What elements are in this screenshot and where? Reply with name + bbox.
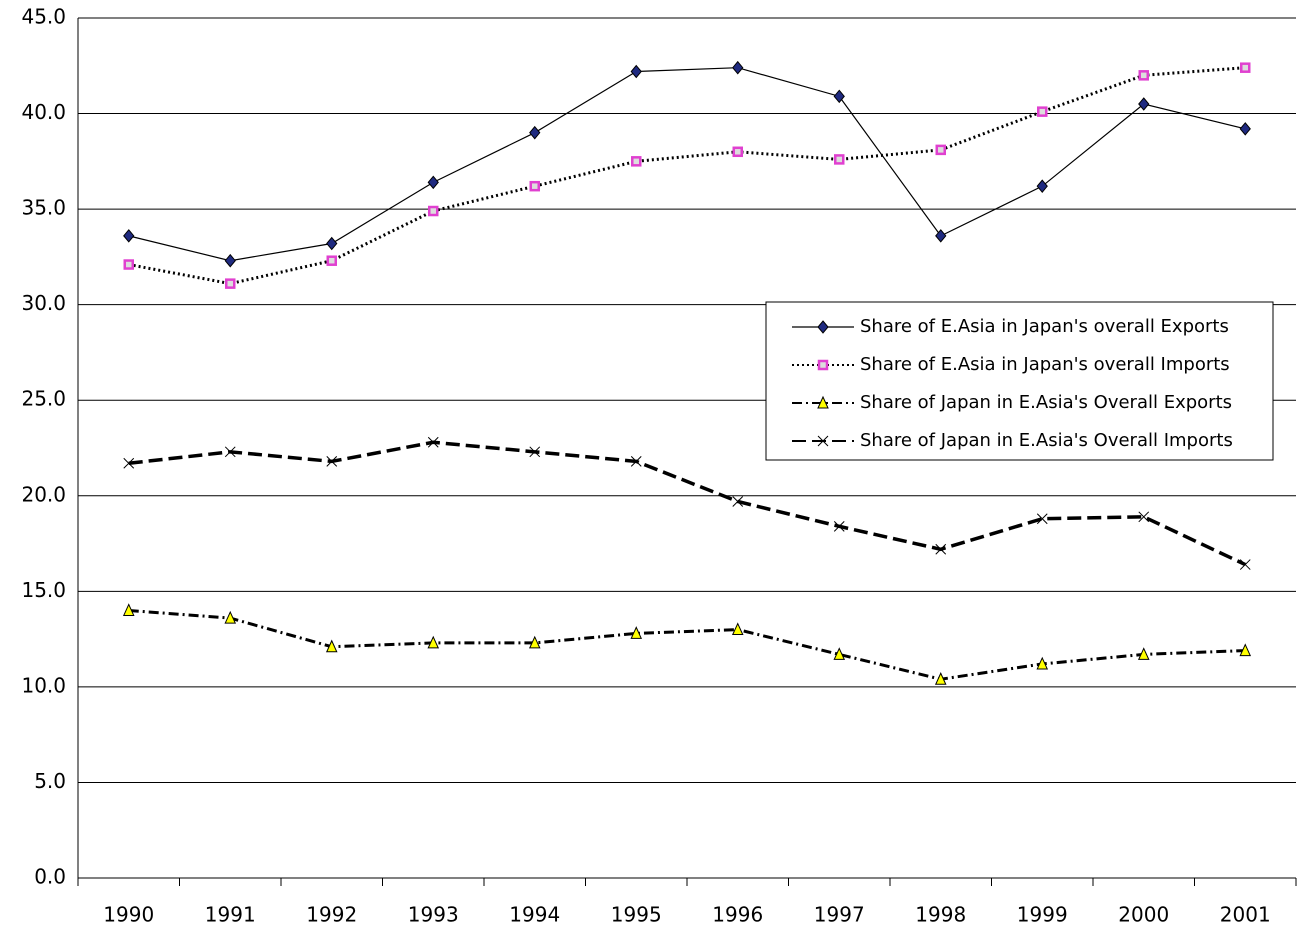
x-tick-label: 1995 [611, 903, 662, 927]
series-line [128, 440, 1246, 567]
data-point [326, 456, 338, 467]
data-point [225, 278, 236, 289]
data-point [122, 603, 135, 616]
data-point [224, 446, 236, 458]
x-tick-label: 1992 [306, 903, 357, 927]
legend-marker [817, 320, 829, 334]
data-point [630, 456, 642, 467]
data-point [529, 180, 540, 192]
data-point [123, 259, 134, 270]
data-point [529, 446, 541, 458]
data-point [631, 156, 642, 167]
data-point [428, 205, 439, 217]
data-point [732, 146, 743, 158]
data-point [1138, 97, 1150, 111]
x-tick-label: 1990 [103, 903, 154, 927]
x-tick-label: 1999 [1017, 903, 1068, 927]
data-point [427, 436, 439, 448]
legend [765, 301, 1274, 461]
data-point [1036, 179, 1048, 193]
y-tick-label: 0.0 [34, 865, 66, 889]
legend-label: Share of E.Asia in Japan's overall Expor… [860, 316, 1229, 337]
data-point [1138, 70, 1149, 81]
x-tick-label: 2000 [1118, 903, 1169, 927]
data-point [833, 521, 845, 532]
x-tick-label: 1997 [814, 903, 865, 927]
data-point [833, 647, 846, 660]
series-line [128, 66, 1246, 286]
data-point [224, 253, 236, 268]
x-tick-label: 1993 [408, 903, 459, 927]
data-point [935, 229, 947, 243]
data-point [326, 255, 337, 266]
data-point [224, 610, 237, 624]
legend-label: Share of Japan in E.Asia's Overall Expor… [860, 392, 1232, 413]
y-tick-label: 5.0 [34, 769, 66, 793]
data-point [1036, 513, 1048, 525]
legend-marker [817, 359, 829, 371]
series-line [128, 67, 1246, 262]
data-point [934, 672, 947, 685]
data-point [1240, 62, 1251, 73]
data-point [1239, 559, 1251, 570]
legend-label: Share of Japan in E.Asia's Overall Impor… [860, 430, 1233, 451]
data-point [731, 622, 744, 636]
legend-label: Share of E.Asia in Japan's overall Impor… [860, 354, 1230, 375]
y-tick-label: 25.0 [21, 387, 66, 411]
data-point [1036, 656, 1049, 670]
x-tick-label: 1994 [509, 903, 560, 927]
y-tick-label: 20.0 [21, 482, 66, 506]
x-tick-label: 1991 [205, 903, 256, 927]
data-point [123, 229, 135, 243]
y-tick-label: 35.0 [21, 196, 66, 220]
y-tick-label: 30.0 [21, 291, 66, 315]
data-point [732, 496, 744, 507]
y-tick-label: 10.0 [21, 673, 66, 697]
legend-marker [817, 435, 829, 447]
data-point [935, 144, 946, 156]
y-tick-label: 15.0 [21, 578, 66, 602]
data-point [732, 60, 744, 75]
x-tick-label: 2001 [1220, 903, 1271, 927]
data-point [1137, 647, 1150, 660]
x-tick-label: 1996 [712, 903, 763, 927]
y-tick-label: 45.0 [21, 5, 66, 29]
series-line [128, 608, 1246, 681]
data-point [528, 635, 541, 649]
y-tick-label: 40.0 [21, 100, 66, 124]
data-point [427, 635, 440, 649]
data-point [630, 626, 643, 639]
data-point [834, 154, 845, 165]
data-point [630, 64, 642, 79]
x-tick-label: 1998 [915, 903, 966, 927]
data-point [1239, 643, 1252, 657]
data-point [325, 639, 338, 653]
data-point [1239, 122, 1251, 136]
data-point [833, 89, 845, 104]
data-point [935, 543, 947, 555]
data-point [123, 457, 135, 469]
legend-marker [817, 395, 829, 409]
data-point [1037, 106, 1048, 117]
data-point [427, 175, 439, 190]
data-point [529, 125, 541, 140]
data-point [326, 236, 338, 251]
data-point [1138, 511, 1150, 523]
